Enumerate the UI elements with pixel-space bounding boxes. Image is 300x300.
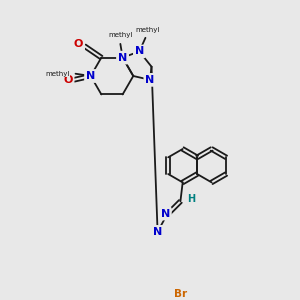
Text: O: O xyxy=(74,39,83,49)
Text: N: N xyxy=(118,52,127,63)
Text: methyl: methyl xyxy=(45,71,69,77)
Text: N: N xyxy=(135,46,144,56)
Text: N: N xyxy=(146,75,154,85)
Text: N: N xyxy=(146,75,154,85)
Text: methyl: methyl xyxy=(108,32,133,38)
Text: Br: Br xyxy=(174,289,187,299)
Text: H: H xyxy=(187,194,195,204)
Text: N: N xyxy=(153,227,162,237)
Text: N: N xyxy=(160,208,170,219)
Text: O: O xyxy=(74,39,83,49)
Text: N: N xyxy=(86,71,95,81)
Text: O: O xyxy=(63,75,73,85)
Text: methyl: methyl xyxy=(108,32,133,38)
Text: methyl: methyl xyxy=(136,27,160,33)
Text: N: N xyxy=(118,52,127,63)
Text: H: H xyxy=(187,194,195,204)
Text: N: N xyxy=(160,208,170,219)
Text: N: N xyxy=(153,227,162,237)
Text: Br: Br xyxy=(174,289,187,299)
Text: methyl: methyl xyxy=(136,27,160,33)
Text: methyl: methyl xyxy=(45,71,69,77)
Text: N: N xyxy=(86,71,95,81)
Text: N: N xyxy=(135,46,144,56)
Text: O: O xyxy=(63,75,73,85)
